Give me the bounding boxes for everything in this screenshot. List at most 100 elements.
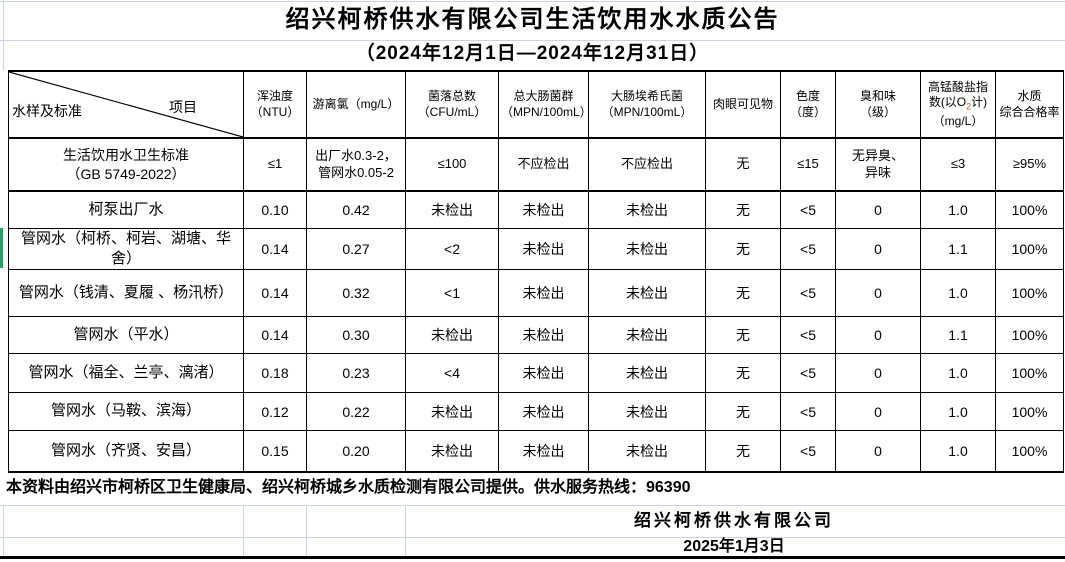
value-cell: 0.22 [306,392,406,431]
o2-subscript: 2 [966,101,972,112]
standard-row: 生活饮用水卫生标准 （GB 5749-2022） ≤1 出厂水0.3-2， 管网… [8,137,1064,192]
bottom-border-line [0,556,1065,559]
table-row: 管网水（钱清、夏履 、杨汛桥） 0.14 0.32 <1 未检出 未检出无 <5 0 1.0 10… [8,269,1064,317]
value-cell: 无 [705,227,781,270]
value-cell: 未检出 [498,392,589,431]
value-cell: 无 [705,190,781,229]
value-cell: 未检出 [405,316,499,354]
value-cell: ≤1 [243,137,307,192]
gridline [3,0,4,70]
value-cell: 不应检出 [498,137,589,192]
column-header-permanganate: 高锰酸盐指数(以O2计)（mg/L） [920,70,996,139]
value-cell: 无 [705,269,781,317]
value-cell: 未检出 [405,430,499,473]
corner-diagonal-line [9,72,242,136]
value-cell: 0.23 [306,353,406,393]
column-header-e-coli: 大肠埃希氏菌 （MPN/100mL） [588,70,706,139]
report-period: （2024年12月1日—2024年12月31日） [355,43,710,64]
column-header-odor-taste: 臭和味 （级） [835,70,921,139]
value-cell: <5 [780,269,836,317]
value-cell: 0 [835,227,921,270]
gridline [243,505,244,557]
value-cell: 未检出 [588,316,706,354]
value-cell: 0 [835,353,921,393]
value-cell: 0.42 [306,190,406,229]
table-row: 管网水（齐贤、安昌） 0.15 0.20 未检出 未检出 未检出无 <5 0 1.0 100% [8,430,1064,473]
value-cell: 0.14 [243,269,307,317]
row-selection-marker [0,228,3,268]
permanganate-text: 高锰酸盐指数(以O [927,79,988,110]
value-cell: 1.0 [920,430,996,473]
value-cell: 0.12 [243,392,307,431]
value-cell: 0.30 [306,316,406,354]
value-cell: 0 [835,392,921,431]
value-cell: 未检出 [498,316,589,354]
value-cell: 1.1 [920,316,996,354]
value-cell: 未检出 [405,392,499,431]
value-cell: 未检出 [588,430,706,473]
value-cell: 100% [995,269,1064,317]
value-cell: 100% [995,430,1064,473]
table-row: 管网水（柯桥、柯岩、湖塘、华 舍） 0.14 0.27 <2 未检出 未检出无 <5 0 1.1… [8,227,1064,270]
value-cell: 1.0 [920,190,996,229]
column-header-turbidity: 浑浊度 （NTU） [243,70,307,139]
value-cell: <5 [780,430,836,473]
value-cell: ≤15 [780,137,836,192]
value-cell: <5 [780,190,836,229]
table-row: 管网水（福全、兰亭、漓渚） 0.18 0.23 <4 未检出 未检出无 <5 0 1.0 100% [8,353,1064,393]
value-cell: 未检出 [405,190,499,229]
value-cell: 1.0 [920,353,996,393]
value-cell: <4 [405,353,499,393]
value-cell: <2 [405,227,499,270]
gridline [0,505,1065,506]
column-header-free-chlorine: 游离氯（mg/L） [306,70,406,139]
value-cell: 无 [705,137,781,192]
value-cell: 0.15 [243,430,307,473]
column-header-pass-rate: 水质 综合合格率 [995,70,1064,139]
value-cell: 0.20 [306,430,406,473]
value-cell: <5 [780,392,836,431]
value-cell: 无异臭、 异味 [835,137,921,192]
table-row: 管网水（平水） 0.14 0.30 未检出 未检出 未检出无 <5 0 1.1 100% [8,316,1064,354]
row-label: 管网水（平水） [8,316,244,354]
value-cell: ≤100 [405,137,499,192]
gridline [0,40,1065,41]
gridline [0,1,1065,2]
footer-note: 本资料由绍兴市柯桥区卫生健康局、绍兴柯桥城乡水质检测有限公司提供。供水服务热线：… [6,479,691,496]
value-cell: <5 [780,353,836,393]
gridline [405,505,406,557]
gridline [0,537,1065,538]
table-body: 生活饮用水卫生标准 （GB 5749-2022） ≤1 出厂水0.3-2， 管网… [8,137,1064,473]
value-cell: 0.14 [243,316,307,354]
value-cell: 0 [835,269,921,317]
corner-cell: 水样及标准 项目 [8,70,244,139]
value-cell: ≥95% [995,137,1064,192]
value-cell: 0.18 [243,353,307,393]
value-cell: 1.0 [920,269,996,317]
gridline [3,505,4,557]
value-cell: 无 [705,316,781,354]
value-cell: 0.14 [243,227,307,270]
corner-label-items: 项目 [169,99,197,115]
value-cell: 1.0 [920,392,996,431]
row-label: 管网水（马鞍、滨海） [8,392,244,431]
value-cell: ≤3 [920,137,996,192]
value-cell: 未检出 [588,392,706,431]
row-label: 管网水（柯桥、柯岩、湖塘、华 舍） [8,227,244,270]
value-cell: 100% [995,316,1064,354]
table-row: 柯泵出厂水 0.10 0.42 未检出 未检出 未检出无 <5 0 1.0 100% [8,190,1064,229]
value-cell: 未检出 [498,430,589,473]
column-header-chromaticity: 色度 （度） [780,70,836,139]
gridline [306,505,307,557]
value-cell: 未检出 [588,190,706,229]
column-header-colony-count: 菌落总数 （CFU/mL） [405,70,499,139]
value-cell: 100% [995,353,1064,393]
value-cell: 出厂水0.3-2， 管网水0.05-2 [306,137,406,192]
value-cell: 100% [995,227,1064,270]
row-label: 生活饮用水卫生标准 （GB 5749-2022） [8,137,244,192]
value-cell: 未检出 [588,269,706,317]
header-row: 水样及标准 项目 浑浊度 （NTU） 游离氯（mg/L） 菌落总数 （CFU/m… [8,70,1064,139]
value-cell: 未检出 [498,227,589,270]
row-label: 管网水（齐贤、安昌） [8,430,244,473]
